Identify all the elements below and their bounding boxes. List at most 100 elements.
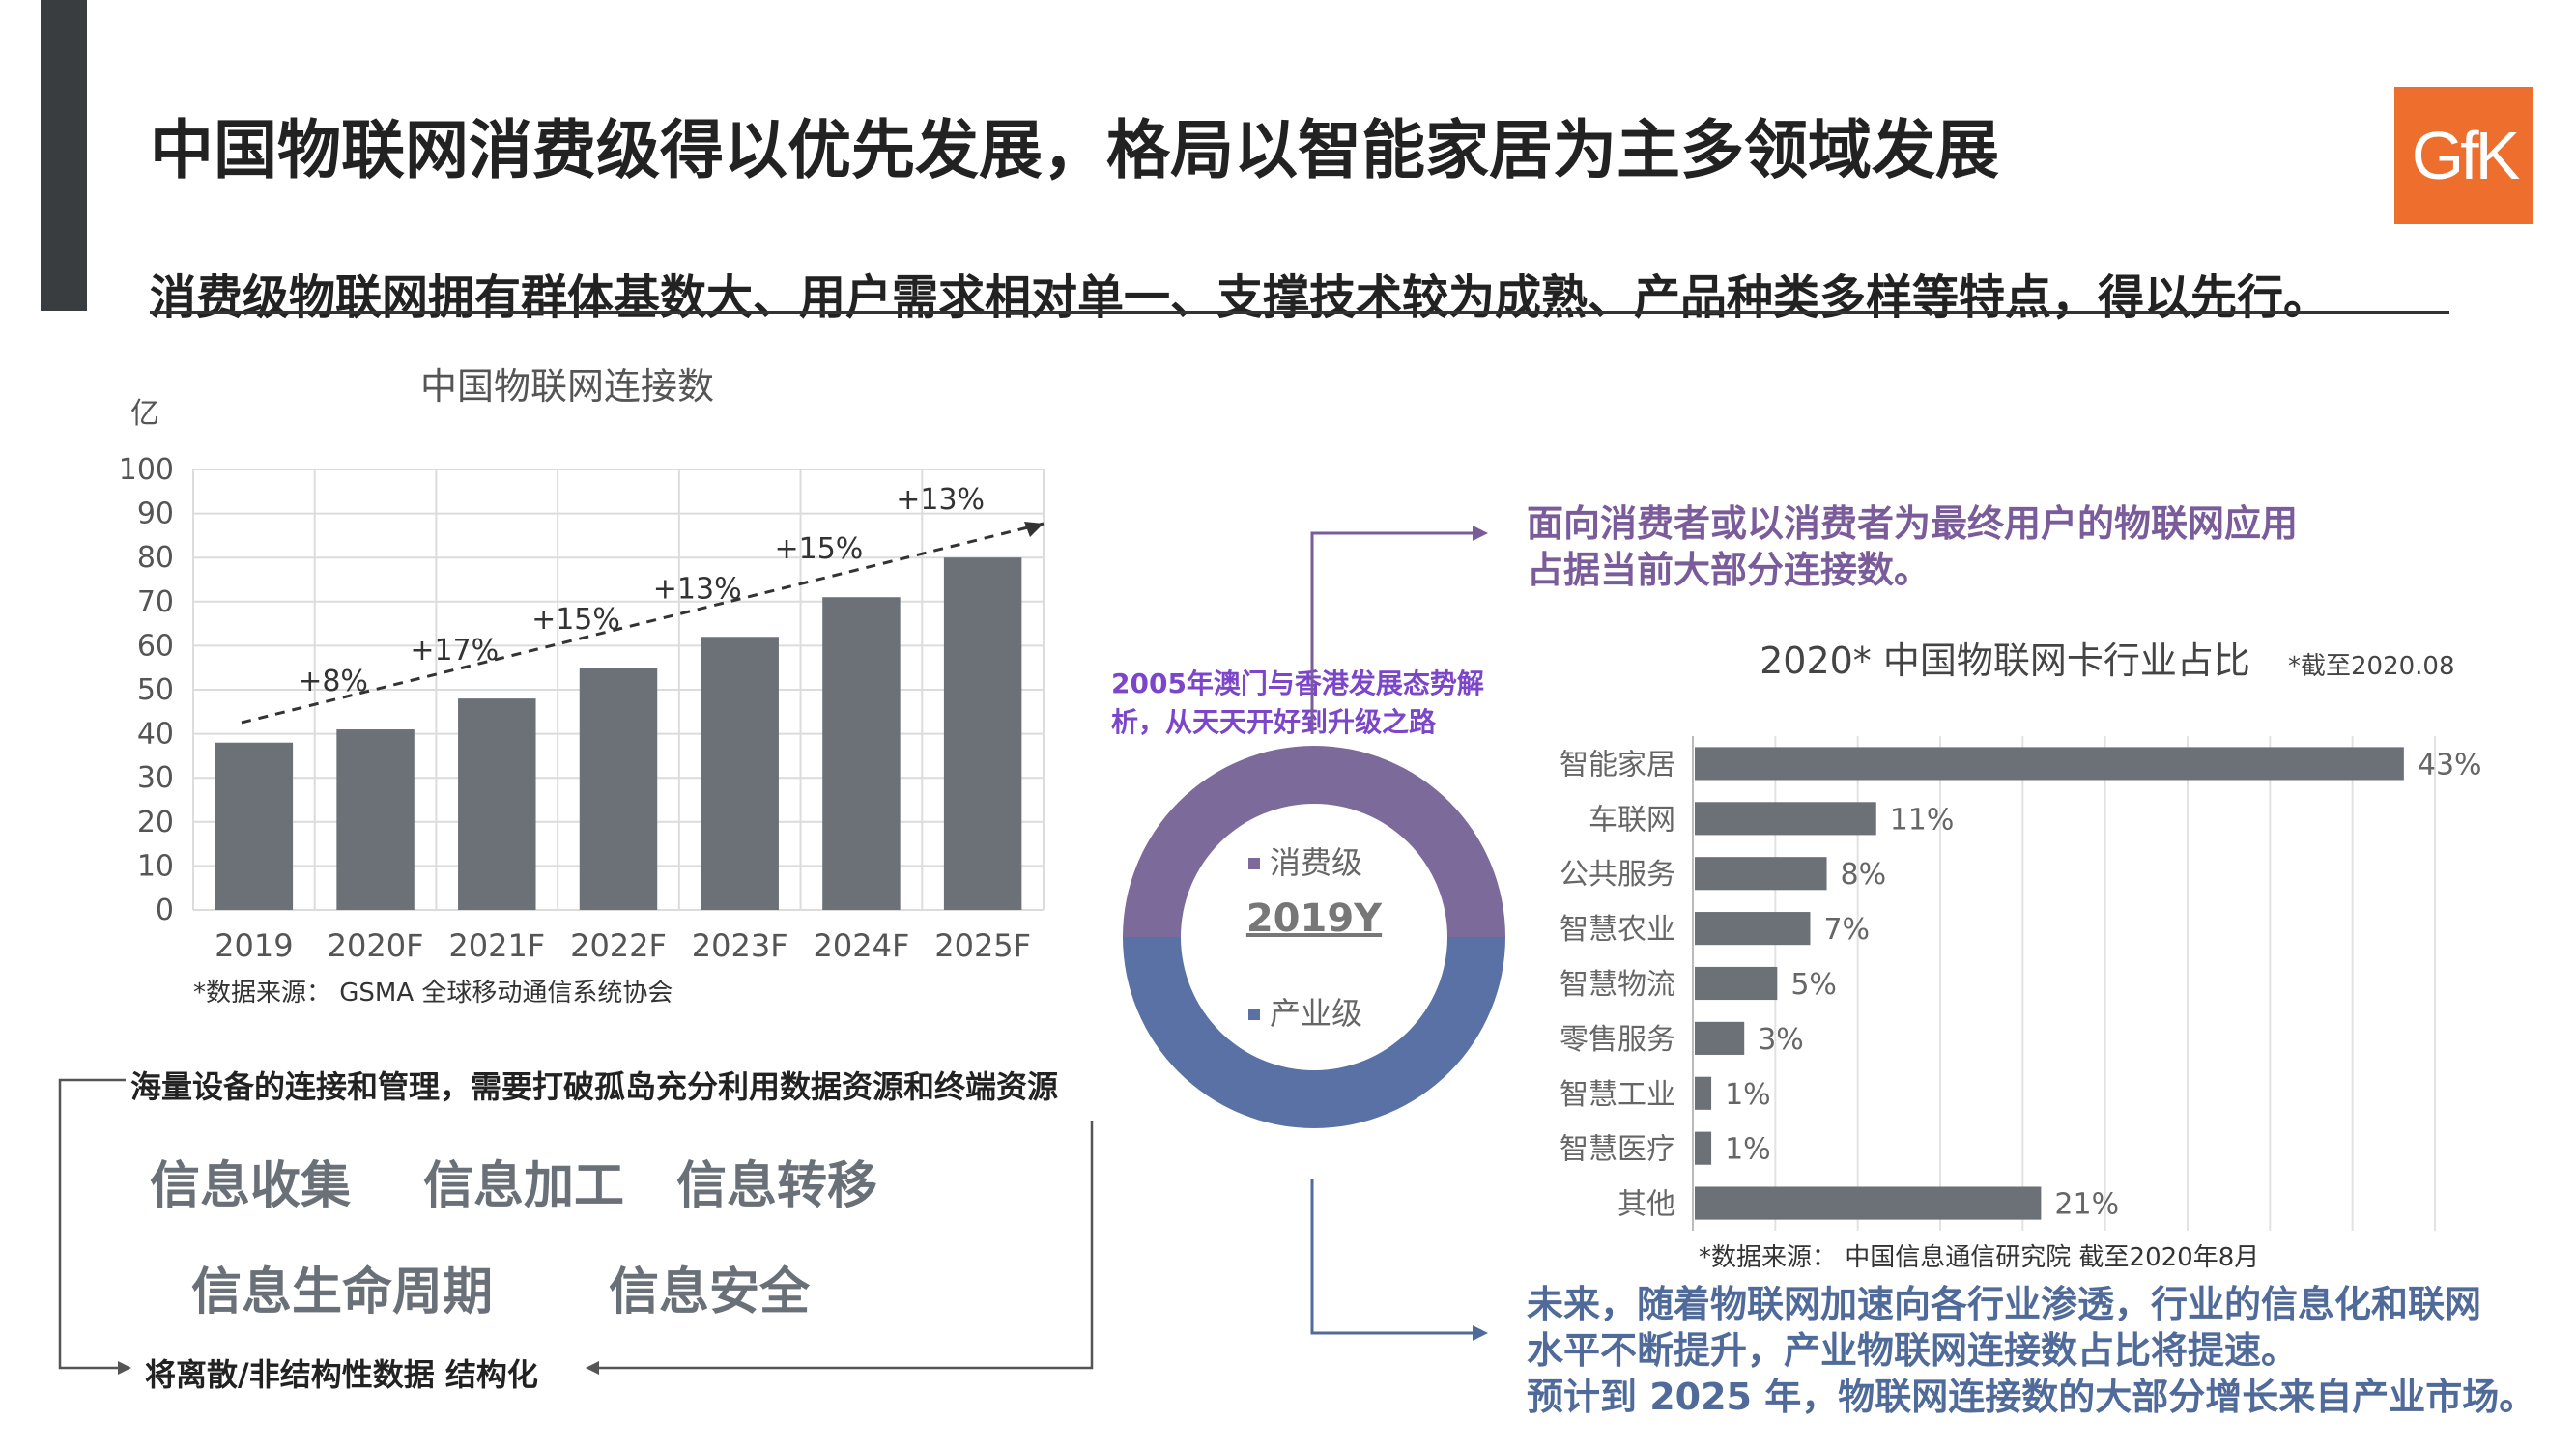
subtitle-underline [150, 311, 2449, 314]
category-label: 其他 [1617, 1188, 1675, 1222]
value-label: 5% [1790, 968, 1837, 1002]
info-lifecycle: 信息生命周期 [191, 1264, 494, 1321]
y-tick-label: 50 [137, 673, 174, 707]
info-transfer: 信息转移 [676, 1157, 878, 1215]
value-label: 43% [2418, 748, 2482, 781]
y-tick-label: 0 [156, 894, 174, 927]
x-tick-label: 2024F [814, 927, 910, 964]
consumer-note: 面向消费者或以消费者为最终用户的物联网应用 占据当前大部分连接数。 [1527, 500, 2298, 593]
hbar-智慧医疗 [1695, 1131, 1712, 1165]
hbar-车联网 [1695, 802, 1876, 836]
y-tick-label: 80 [137, 541, 174, 575]
accent-bar [41, 0, 87, 311]
overlay-caption: 2005年澳门与香港发展态势解析，从天天开好到升级之路 [1111, 668, 1484, 738]
growth-label: +17% [410, 634, 499, 668]
flow-bracket-right [595, 1121, 1094, 1370]
info-security: 信息安全 [609, 1264, 811, 1321]
left-chart-growth-labels: +8% +17% +15% +13% +15% +13% [298, 483, 985, 698]
connector-bottom-arrowhead [1473, 1325, 1488, 1341]
growth-label: +15% [775, 532, 864, 566]
value-label: 11% [1890, 803, 1955, 837]
category-label: 公共服务 [1560, 858, 1675, 892]
y-tick-label: 30 [137, 761, 174, 795]
page-subtitle: 消费级物联网拥有群体基数大、用户需求相对单一、支撑技术较为成熟、产品种类多样等特… [150, 270, 2331, 325]
trend-arrowhead [1024, 522, 1044, 537]
hbar-智慧农业 [1695, 912, 1811, 946]
category-label: 智慧医疗 [1560, 1133, 1675, 1167]
y-tick-label: 20 [137, 806, 174, 839]
x-tick-label: 2022F [570, 927, 667, 964]
value-label: 21% [2054, 1188, 2119, 1222]
flow-header: 海量设备的连接和管理，需要打破孤岛充分利用数据资源和终端资源 [130, 1068, 1059, 1105]
y-tick-label: 100 [119, 453, 174, 487]
x-tick-label: 2020F [328, 927, 424, 964]
connector-bottom [1310, 1179, 1478, 1335]
left-chart-ylabel: 亿 [130, 397, 159, 431]
flow-arrowhead-right [586, 1361, 599, 1375]
value-label: 8% [1841, 858, 1887, 892]
bar-2021F [458, 698, 536, 910]
y-tick-label: 90 [137, 497, 174, 531]
left-chart-title: 中国物联网连接数 [420, 365, 714, 408]
connector-arrows [1310, 526, 1488, 1341]
value-label: 1% [1725, 1133, 1771, 1167]
legend-marker-consumer [1248, 858, 1260, 869]
legend-label-industrial: 产业级 [1270, 995, 1362, 1032]
donut-chart: 消费级 2019Y 产业级 [1123, 746, 1505, 1128]
hbar-智慧工业 [1695, 1076, 1712, 1110]
flow-bracket-left [58, 1078, 126, 1370]
right-chart-note: *截至2020.08 [2288, 652, 2455, 681]
growth-label: +13% [896, 483, 985, 517]
category-label: 零售服务 [1560, 1023, 1675, 1057]
category-label: 智慧物流 [1560, 968, 1675, 1002]
hbar-公共服务 [1695, 857, 1827, 891]
hbar-零售服务 [1695, 1021, 1745, 1055]
hbar-其他 [1695, 1186, 2042, 1220]
bar-2024F [822, 597, 901, 910]
category-label: 车联网 [1589, 803, 1675, 837]
consumer-note-line-1: 面向消费者或以消费者为最终用户的物联网应用 [1527, 502, 2299, 545]
left-chart-yticks: 0 10 20 30 40 50 60 70 80 90 100 [119, 453, 174, 927]
page-title: 中国物联网消费级得以优先发展，格局以智能家居为主多领域发展 [150, 113, 1999, 187]
bar-2023F [701, 637, 779, 910]
flow-footer: 将离散/非结构性数据 结构化 [145, 1356, 538, 1393]
growth-label: +8% [298, 665, 368, 698]
growth-label: +15% [531, 603, 620, 637]
x-tick-label: 2021F [448, 927, 545, 964]
hbar-智慧物流 [1695, 966, 1778, 1001]
x-tick-label: 2019 [215, 927, 293, 964]
value-label: 3% [1758, 1023, 1804, 1057]
industrial-note-line-1: 未来，随着物联网加速向各行业渗透，行业的信息化和联网 [1527, 1283, 2482, 1325]
industrial-note-line-2: 水平不断提升，产业物联网连接数占比将提速。 [1527, 1329, 2299, 1372]
industrial-note: 未来，随着物联网加速向各行业渗透，行业的信息化和联网 水平不断提升，产业物联网连… [1527, 1281, 2535, 1420]
flow-arrowhead-left [118, 1361, 131, 1375]
y-tick-label: 40 [137, 718, 174, 752]
right-chart-bars: 智能家居 43% 车联网 11% 公共服务 8% 智慧农业 7% 智慧物流 5% 零售服务 3% 智慧工… [1560, 747, 2482, 1222]
right-chart-title: 2020* 中国物联网卡行业占比 [1760, 639, 2250, 682]
y-tick-label: 10 [137, 849, 174, 883]
category-label: 智能家居 [1560, 748, 1675, 781]
legend-marker-industrial [1248, 1009, 1260, 1020]
connector-top [1310, 531, 1478, 734]
category-label: 智慧农业 [1560, 913, 1675, 947]
x-tick-label: 2025F [934, 927, 1031, 964]
donut-slice-industrial [1123, 937, 1505, 1128]
consumer-note-line-2: 占据当前大部分连接数。 [1527, 549, 1932, 591]
industrial-note-line-3: 预计到 2025 年，物联网连接数的大部分增长来自产业市场。 [1527, 1376, 2536, 1418]
x-tick-label: 2023F [692, 927, 788, 964]
gfk-logo: GfK [2394, 87, 2533, 224]
bar-2020F [336, 729, 415, 910]
info-process: 信息加工 [423, 1157, 625, 1215]
growth-label: +13% [653, 572, 742, 606]
data-flow-box [58, 1078, 1094, 1375]
donut-center-label: 2019Y [1246, 896, 1383, 941]
right-chart-source: *数据来源： 中国信息通信研究院 截至2020年8月 [1699, 1243, 2259, 1272]
left-chart-source: *数据来源： GSMA 全球移动通信系统协会 [193, 979, 673, 1008]
hbar-智能家居 [1695, 747, 2404, 781]
left-chart-xticks: 2019 2020F 2021F 2022F 2023F 2024F 2025F [215, 927, 1031, 964]
category-label: 智慧工业 [1560, 1078, 1675, 1112]
connector-top-arrowhead [1473, 526, 1488, 541]
info-collect: 信息收集 [150, 1157, 352, 1215]
donut-slice-consumer [1123, 746, 1505, 937]
